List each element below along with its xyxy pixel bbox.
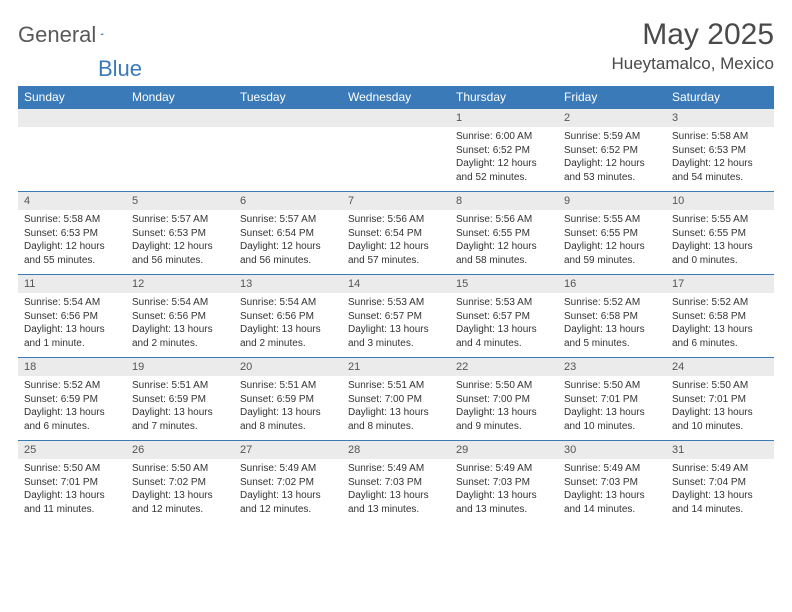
day-details: Sunrise: 6:00 AMSunset: 6:52 PMDaylight:… bbox=[450, 127, 558, 192]
day-number: 19 bbox=[126, 358, 234, 377]
brand-part1: General bbox=[18, 22, 96, 48]
day-number: 10 bbox=[666, 192, 774, 211]
day-details: Sunrise: 5:53 AMSunset: 6:57 PMDaylight:… bbox=[342, 293, 450, 358]
day-number: 9 bbox=[558, 192, 666, 211]
day-details: Sunrise: 5:50 AMSunset: 7:00 PMDaylight:… bbox=[450, 376, 558, 441]
day-header-row: SundayMondayTuesdayWednesdayThursdayFrid… bbox=[18, 86, 774, 109]
day-number: 6 bbox=[234, 192, 342, 211]
daynum-row: 11121314151617 bbox=[18, 275, 774, 294]
day-number: 4 bbox=[18, 192, 126, 211]
day-number: 21 bbox=[342, 358, 450, 377]
brand-part2: Blue bbox=[98, 56, 142, 81]
day-details: Sunrise: 5:49 AMSunset: 7:04 PMDaylight:… bbox=[666, 459, 774, 523]
day-number: 31 bbox=[666, 441, 774, 460]
day-number: 28 bbox=[342, 441, 450, 460]
day-number: 18 bbox=[18, 358, 126, 377]
day-details: Sunrise: 5:51 AMSunset: 7:00 PMDaylight:… bbox=[342, 376, 450, 441]
day-details: Sunrise: 5:57 AMSunset: 6:54 PMDaylight:… bbox=[234, 210, 342, 275]
day-details bbox=[342, 127, 450, 192]
day-number: 3 bbox=[666, 109, 774, 128]
day-details: Sunrise: 5:58 AMSunset: 6:53 PMDaylight:… bbox=[666, 127, 774, 192]
day-header: Wednesday bbox=[342, 86, 450, 109]
day-number: 24 bbox=[666, 358, 774, 377]
day-number bbox=[234, 109, 342, 128]
day-details: Sunrise: 5:52 AMSunset: 6:58 PMDaylight:… bbox=[666, 293, 774, 358]
day-details: Sunrise: 5:51 AMSunset: 6:59 PMDaylight:… bbox=[234, 376, 342, 441]
day-details: Sunrise: 5:50 AMSunset: 7:01 PMDaylight:… bbox=[558, 376, 666, 441]
day-number: 20 bbox=[234, 358, 342, 377]
day-details: Sunrise: 5:54 AMSunset: 6:56 PMDaylight:… bbox=[18, 293, 126, 358]
daynum-row: 18192021222324 bbox=[18, 358, 774, 377]
day-details: Sunrise: 5:58 AMSunset: 6:53 PMDaylight:… bbox=[18, 210, 126, 275]
title-block: May 2025 Hueytamalco, Mexico bbox=[611, 18, 774, 74]
day-details: Sunrise: 5:54 AMSunset: 6:56 PMDaylight:… bbox=[126, 293, 234, 358]
detail-row: Sunrise: 5:52 AMSunset: 6:59 PMDaylight:… bbox=[18, 376, 774, 441]
day-number: 13 bbox=[234, 275, 342, 294]
day-header: Monday bbox=[126, 86, 234, 109]
day-details bbox=[126, 127, 234, 192]
detail-row: Sunrise: 5:50 AMSunset: 7:01 PMDaylight:… bbox=[18, 459, 774, 523]
calendar-page: General May 2025 Hueytamalco, Mexico Gen… bbox=[0, 0, 792, 523]
day-number: 5 bbox=[126, 192, 234, 211]
day-number: 27 bbox=[234, 441, 342, 460]
day-details: Sunrise: 5:56 AMSunset: 6:55 PMDaylight:… bbox=[450, 210, 558, 275]
day-details: Sunrise: 5:53 AMSunset: 6:57 PMDaylight:… bbox=[450, 293, 558, 358]
day-number: 23 bbox=[558, 358, 666, 377]
day-details: Sunrise: 5:57 AMSunset: 6:53 PMDaylight:… bbox=[126, 210, 234, 275]
detail-row: Sunrise: 5:58 AMSunset: 6:53 PMDaylight:… bbox=[18, 210, 774, 275]
day-number: 17 bbox=[666, 275, 774, 294]
day-number bbox=[342, 109, 450, 128]
day-details: Sunrise: 5:49 AMSunset: 7:02 PMDaylight:… bbox=[234, 459, 342, 523]
day-number: 15 bbox=[450, 275, 558, 294]
day-details bbox=[18, 127, 126, 192]
month-title: May 2025 bbox=[611, 18, 774, 52]
day-details: Sunrise: 5:49 AMSunset: 7:03 PMDaylight:… bbox=[558, 459, 666, 523]
day-details: Sunrise: 5:50 AMSunset: 7:01 PMDaylight:… bbox=[666, 376, 774, 441]
day-details: Sunrise: 5:55 AMSunset: 6:55 PMDaylight:… bbox=[558, 210, 666, 275]
day-details: Sunrise: 5:51 AMSunset: 6:59 PMDaylight:… bbox=[126, 376, 234, 441]
day-details: Sunrise: 5:49 AMSunset: 7:03 PMDaylight:… bbox=[450, 459, 558, 523]
brand-triangle-icon bbox=[100, 26, 104, 42]
day-details: Sunrise: 5:54 AMSunset: 6:56 PMDaylight:… bbox=[234, 293, 342, 358]
day-number bbox=[126, 109, 234, 128]
day-header: Tuesday bbox=[234, 86, 342, 109]
day-number: 25 bbox=[18, 441, 126, 460]
day-details: Sunrise: 5:56 AMSunset: 6:54 PMDaylight:… bbox=[342, 210, 450, 275]
brand-logo: General bbox=[18, 22, 124, 48]
detail-row: Sunrise: 6:00 AMSunset: 6:52 PMDaylight:… bbox=[18, 127, 774, 192]
day-number: 22 bbox=[450, 358, 558, 377]
day-details: Sunrise: 5:50 AMSunset: 7:02 PMDaylight:… bbox=[126, 459, 234, 523]
day-number: 1 bbox=[450, 109, 558, 128]
day-number: 8 bbox=[450, 192, 558, 211]
day-number: 7 bbox=[342, 192, 450, 211]
day-details: Sunrise: 5:52 AMSunset: 6:59 PMDaylight:… bbox=[18, 376, 126, 441]
day-number: 2 bbox=[558, 109, 666, 128]
calendar-table: SundayMondayTuesdayWednesdayThursdayFrid… bbox=[18, 86, 774, 523]
day-number: 30 bbox=[558, 441, 666, 460]
day-header: Thursday bbox=[450, 86, 558, 109]
day-number: 14 bbox=[342, 275, 450, 294]
day-header: Sunday bbox=[18, 86, 126, 109]
day-number: 11 bbox=[18, 275, 126, 294]
day-number bbox=[18, 109, 126, 128]
location-label: Hueytamalco, Mexico bbox=[611, 54, 774, 74]
day-details: Sunrise: 5:52 AMSunset: 6:58 PMDaylight:… bbox=[558, 293, 666, 358]
day-number: 26 bbox=[126, 441, 234, 460]
day-header: Saturday bbox=[666, 86, 774, 109]
detail-row: Sunrise: 5:54 AMSunset: 6:56 PMDaylight:… bbox=[18, 293, 774, 358]
day-details: Sunrise: 5:50 AMSunset: 7:01 PMDaylight:… bbox=[18, 459, 126, 523]
day-number: 16 bbox=[558, 275, 666, 294]
daynum-row: 45678910 bbox=[18, 192, 774, 211]
daynum-row: 25262728293031 bbox=[18, 441, 774, 460]
day-number: 12 bbox=[126, 275, 234, 294]
day-number: 29 bbox=[450, 441, 558, 460]
daynum-row: 123 bbox=[18, 109, 774, 128]
day-details bbox=[234, 127, 342, 192]
day-details: Sunrise: 5:59 AMSunset: 6:52 PMDaylight:… bbox=[558, 127, 666, 192]
day-header: Friday bbox=[558, 86, 666, 109]
day-details: Sunrise: 5:49 AMSunset: 7:03 PMDaylight:… bbox=[342, 459, 450, 523]
day-details: Sunrise: 5:55 AMSunset: 6:55 PMDaylight:… bbox=[666, 210, 774, 275]
